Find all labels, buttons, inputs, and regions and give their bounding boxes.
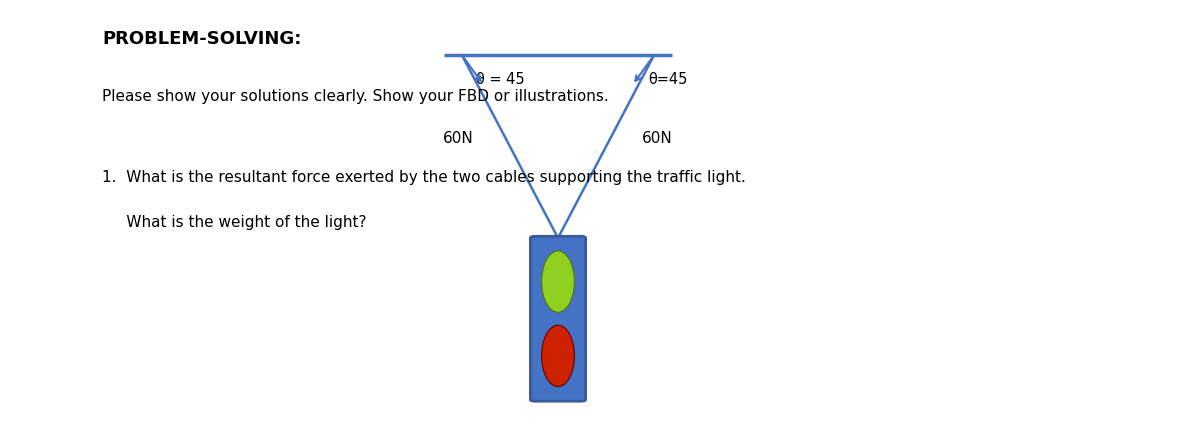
Text: 60N: 60N — [642, 130, 673, 146]
Text: What is the weight of the light?: What is the weight of the light? — [102, 215, 366, 230]
Text: PROBLEM-SOLVING:: PROBLEM-SOLVING: — [102, 30, 301, 48]
Text: 1.  What is the resultant force exerted by the two cables supporting the traffic: 1. What is the resultant force exerted b… — [102, 170, 746, 185]
Ellipse shape — [541, 251, 575, 312]
Ellipse shape — [541, 325, 575, 387]
Text: 60N: 60N — [443, 130, 474, 146]
FancyBboxPatch shape — [530, 236, 586, 401]
Text: Please show your solutions clearly. Show your FBD or illustrations.: Please show your solutions clearly. Show… — [102, 89, 608, 104]
Text: θ = 45: θ = 45 — [476, 72, 526, 87]
Text: θ=45: θ=45 — [648, 72, 688, 87]
